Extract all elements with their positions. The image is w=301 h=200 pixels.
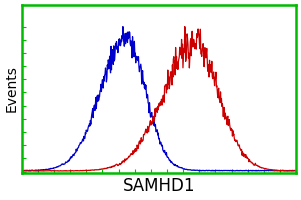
X-axis label: SAMHD1: SAMHD1: [123, 177, 195, 195]
Y-axis label: Events: Events: [5, 65, 19, 112]
